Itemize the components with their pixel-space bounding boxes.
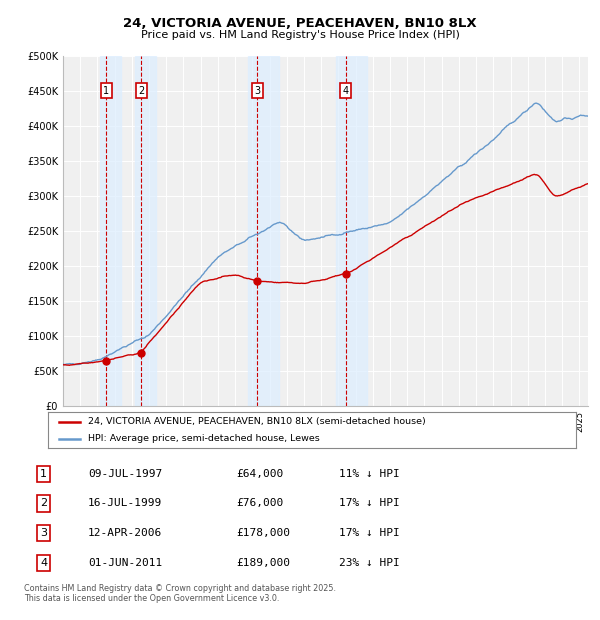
Text: Price paid vs. HM Land Registry's House Price Index (HPI): Price paid vs. HM Land Registry's House …: [140, 30, 460, 40]
Text: 01-JUN-2011: 01-JUN-2011: [88, 558, 163, 568]
Text: 1: 1: [103, 86, 109, 96]
Text: 11% ↓ HPI: 11% ↓ HPI: [339, 469, 400, 479]
Text: 24, VICTORIA AVENUE, PEACEHAVEN, BN10 8LX: 24, VICTORIA AVENUE, PEACEHAVEN, BN10 8L…: [123, 17, 477, 30]
Text: HPI: Average price, semi-detached house, Lewes: HPI: Average price, semi-detached house,…: [88, 434, 319, 443]
Text: 4: 4: [40, 558, 47, 568]
Text: Contains HM Land Registry data © Crown copyright and database right 2025.
This d: Contains HM Land Registry data © Crown c…: [24, 584, 336, 603]
Text: 2: 2: [40, 498, 47, 508]
Text: 17% ↓ HPI: 17% ↓ HPI: [339, 528, 400, 538]
Text: 3: 3: [40, 528, 47, 538]
Bar: [100, 56, 121, 406]
Text: 12-APR-2006: 12-APR-2006: [88, 528, 163, 538]
Text: 1: 1: [40, 469, 47, 479]
Bar: [337, 56, 367, 406]
Bar: [135, 56, 155, 406]
Text: £178,000: £178,000: [236, 528, 290, 538]
Text: £189,000: £189,000: [236, 558, 290, 568]
Text: £76,000: £76,000: [236, 498, 283, 508]
Bar: [248, 56, 279, 406]
Text: 17% ↓ HPI: 17% ↓ HPI: [339, 498, 400, 508]
Text: £64,000: £64,000: [236, 469, 283, 479]
Text: 24, VICTORIA AVENUE, PEACEHAVEN, BN10 8LX (semi-detached house): 24, VICTORIA AVENUE, PEACEHAVEN, BN10 8L…: [88, 417, 425, 426]
Text: 3: 3: [254, 86, 260, 96]
Text: 4: 4: [343, 86, 349, 96]
Text: 23% ↓ HPI: 23% ↓ HPI: [339, 558, 400, 568]
Text: 2: 2: [138, 86, 144, 96]
Text: 09-JUL-1997: 09-JUL-1997: [88, 469, 163, 479]
Text: 16-JUL-1999: 16-JUL-1999: [88, 498, 163, 508]
